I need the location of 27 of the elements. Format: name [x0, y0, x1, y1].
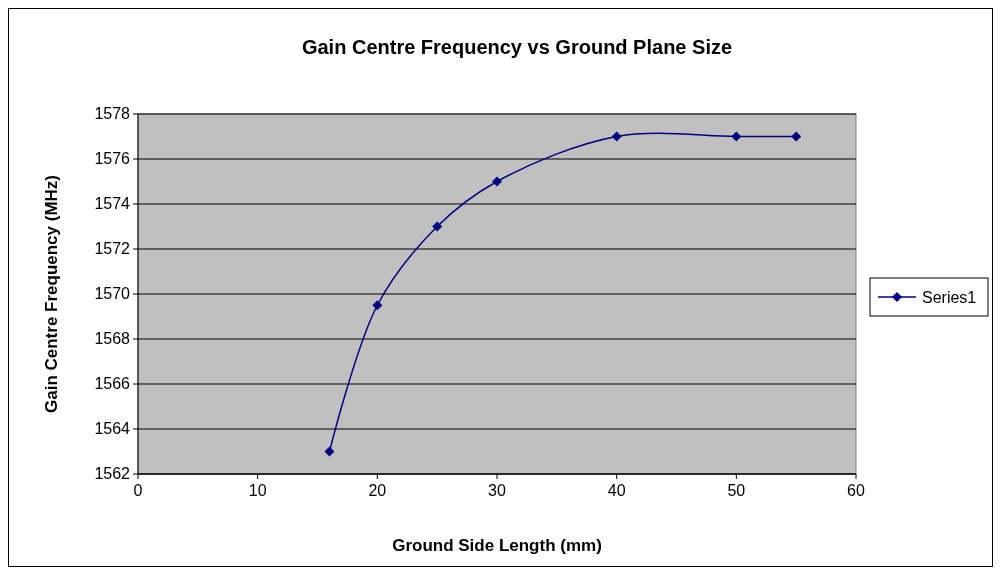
x-tick-label: 50: [727, 482, 746, 499]
y-tick-label: 1578: [94, 105, 131, 122]
y-tick-label: 1574: [94, 195, 131, 212]
y-tick-label: 1570: [94, 285, 131, 302]
point: [324, 446, 335, 457]
y-axis-title: Gain Centre Frequency (MHz): [42, 174, 61, 414]
legend-label: Series1: [922, 289, 977, 306]
point: [731, 131, 742, 142]
x-tick-label: 60: [847, 482, 865, 499]
point: [372, 300, 383, 311]
x-tick-label: 20: [368, 482, 387, 499]
point: [432, 221, 443, 232]
chart-title: Gain Centre Frequency vs Ground Plane Size: [301, 36, 733, 58]
y-tick-label: 1568: [94, 330, 131, 347]
x-axis-title: Ground Side Length (mm): [392, 536, 602, 555]
x-tick-label: 30: [488, 482, 506, 499]
x-tick-label: 0: [133, 482, 143, 499]
x-tick-label: 40: [607, 482, 626, 499]
y-tick-label: 1564: [94, 420, 131, 437]
y-tick-label: 1566: [94, 375, 131, 392]
y-tick-label: 1572: [94, 240, 131, 257]
y-tick-label: 1562: [94, 465, 131, 482]
point: [492, 176, 502, 187]
point: [611, 131, 622, 142]
x-tick-label: 10: [248, 482, 267, 499]
y-tick-label: 1576: [94, 150, 131, 167]
point: [791, 131, 802, 142]
